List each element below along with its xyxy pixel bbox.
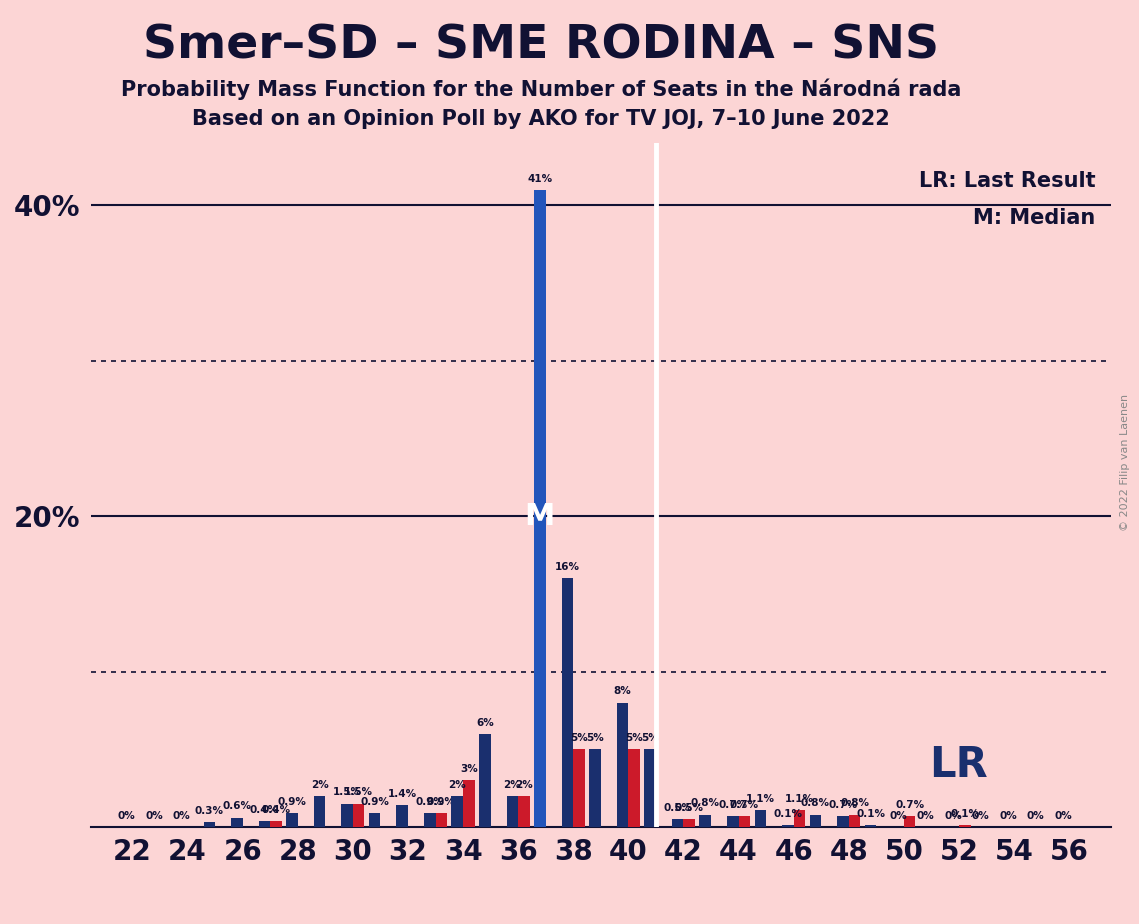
- Bar: [313, 796, 326, 827]
- Bar: [589, 749, 601, 827]
- Text: 0%: 0%: [944, 810, 962, 821]
- Text: 5%: 5%: [571, 733, 588, 743]
- Text: 0.7%: 0.7%: [828, 800, 858, 809]
- Bar: [738, 816, 751, 827]
- Text: 5%: 5%: [641, 733, 659, 743]
- Bar: [629, 749, 640, 827]
- Bar: [204, 822, 215, 827]
- Bar: [480, 734, 491, 827]
- Text: 0.7%: 0.7%: [895, 800, 924, 809]
- Text: 0.9%: 0.9%: [278, 796, 306, 807]
- Text: 0%: 0%: [972, 810, 990, 821]
- Bar: [259, 821, 270, 827]
- Text: 6%: 6%: [476, 718, 493, 727]
- Text: 0%: 0%: [999, 810, 1017, 821]
- Text: Based on an Opinion Poll by AKO for TV JOJ, 7–10 June 2022: Based on an Opinion Poll by AKO for TV J…: [192, 109, 890, 129]
- Text: 16%: 16%: [555, 562, 580, 572]
- Text: 0.9%: 0.9%: [427, 796, 456, 807]
- Text: 0.4%: 0.4%: [262, 805, 290, 815]
- Text: M: Median: M: Median: [973, 208, 1096, 228]
- Text: 0.5%: 0.5%: [663, 803, 693, 813]
- Text: 0.3%: 0.3%: [195, 806, 224, 816]
- Bar: [782, 825, 794, 827]
- Text: 8%: 8%: [614, 687, 631, 697]
- Bar: [645, 749, 656, 827]
- Bar: [353, 804, 364, 827]
- Bar: [435, 813, 448, 827]
- Text: © 2022 Filip van Laenen: © 2022 Filip van Laenen: [1120, 394, 1130, 530]
- Bar: [231, 818, 243, 827]
- Bar: [699, 815, 711, 827]
- Bar: [424, 813, 435, 827]
- Bar: [849, 815, 860, 827]
- Text: 0.4%: 0.4%: [249, 805, 279, 815]
- Text: 0.8%: 0.8%: [801, 798, 830, 808]
- Text: 0%: 0%: [890, 810, 907, 821]
- Bar: [904, 816, 916, 827]
- Text: 0.1%: 0.1%: [773, 809, 802, 820]
- Text: 5%: 5%: [625, 733, 644, 743]
- Text: 3%: 3%: [460, 764, 477, 774]
- Text: 0.9%: 0.9%: [416, 796, 444, 807]
- Bar: [810, 815, 821, 827]
- Text: 0.1%: 0.1%: [950, 809, 980, 820]
- Text: 0.8%: 0.8%: [841, 798, 869, 808]
- Bar: [837, 816, 849, 827]
- Text: 1.5%: 1.5%: [344, 787, 374, 797]
- Text: Probability Mass Function for the Number of Seats in the Národná rada: Probability Mass Function for the Number…: [121, 79, 961, 100]
- Bar: [396, 805, 408, 827]
- Bar: [727, 816, 738, 827]
- Text: 0.6%: 0.6%: [222, 801, 252, 811]
- Bar: [342, 804, 353, 827]
- Text: 2%: 2%: [515, 780, 533, 790]
- Bar: [369, 813, 380, 827]
- Text: 1.1%: 1.1%: [785, 794, 814, 804]
- Text: 0.1%: 0.1%: [857, 809, 885, 820]
- Bar: [754, 809, 767, 827]
- Text: 1.1%: 1.1%: [746, 794, 775, 804]
- Bar: [617, 702, 629, 827]
- Text: 2%: 2%: [311, 780, 328, 790]
- Text: 0.8%: 0.8%: [690, 798, 720, 808]
- Text: 0.9%: 0.9%: [360, 796, 390, 807]
- Text: 1.5%: 1.5%: [333, 787, 361, 797]
- Bar: [507, 796, 518, 827]
- Text: 0%: 0%: [117, 810, 136, 821]
- Bar: [464, 781, 475, 827]
- Text: 41%: 41%: [527, 174, 552, 184]
- Text: 0.5%: 0.5%: [674, 803, 704, 813]
- Bar: [794, 809, 805, 827]
- Bar: [672, 820, 683, 827]
- Text: 0%: 0%: [173, 810, 190, 821]
- Text: 0%: 0%: [1027, 810, 1044, 821]
- Text: LR: Last Result: LR: Last Result: [919, 171, 1096, 190]
- Bar: [451, 796, 464, 827]
- Bar: [270, 821, 281, 827]
- Text: 0%: 0%: [146, 810, 163, 821]
- Text: 0%: 0%: [1055, 810, 1072, 821]
- Bar: [683, 820, 695, 827]
- Text: 2%: 2%: [449, 780, 466, 790]
- Text: Smer–SD – SME RODINA – SNS: Smer–SD – SME RODINA – SNS: [144, 23, 939, 68]
- Text: 0.7%: 0.7%: [730, 800, 759, 809]
- Text: 0%: 0%: [917, 810, 934, 821]
- Text: 2%: 2%: [503, 780, 522, 790]
- Text: M: M: [525, 502, 555, 530]
- Bar: [518, 796, 530, 827]
- Bar: [286, 813, 297, 827]
- Bar: [573, 749, 584, 827]
- Bar: [534, 189, 546, 827]
- Bar: [959, 825, 970, 827]
- Text: 1.4%: 1.4%: [387, 789, 417, 799]
- Bar: [562, 578, 573, 827]
- Text: 0.7%: 0.7%: [719, 800, 747, 809]
- Text: 5%: 5%: [587, 733, 604, 743]
- Bar: [865, 825, 876, 827]
- Text: LR: LR: [929, 744, 989, 785]
